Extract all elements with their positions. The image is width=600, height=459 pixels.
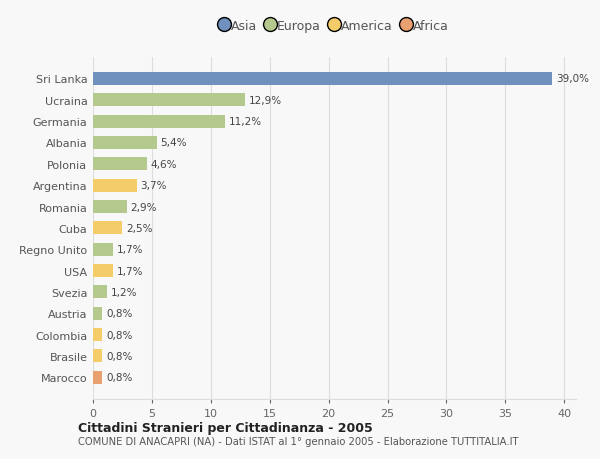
- Text: 12,9%: 12,9%: [248, 95, 281, 106]
- Bar: [93, 201, 127, 213]
- Text: 1,2%: 1,2%: [110, 287, 137, 297]
- Text: 0,8%: 0,8%: [106, 308, 133, 319]
- Text: 2,9%: 2,9%: [131, 202, 157, 212]
- Text: COMUNE DI ANACAPRI (NA) - Dati ISTAT al 1° gennaio 2005 - Elaborazione TUTTITALI: COMUNE DI ANACAPRI (NA) - Dati ISTAT al …: [78, 436, 518, 446]
- Text: 0,8%: 0,8%: [106, 351, 133, 361]
- Bar: [93, 307, 103, 320]
- Bar: [93, 94, 245, 107]
- Bar: [93, 371, 103, 384]
- Bar: [93, 116, 225, 128]
- Text: 0,8%: 0,8%: [106, 372, 133, 382]
- Text: 0,8%: 0,8%: [106, 330, 133, 340]
- Text: 1,7%: 1,7%: [116, 245, 143, 255]
- Text: 3,7%: 3,7%: [140, 181, 167, 191]
- Bar: [93, 329, 103, 341]
- Bar: [93, 158, 147, 171]
- Text: 4,6%: 4,6%: [151, 159, 177, 169]
- Bar: [93, 179, 137, 192]
- Bar: [93, 286, 107, 299]
- Legend: Asia, Europa, America, Africa: Asia, Europa, America, Africa: [217, 16, 452, 36]
- Bar: [93, 264, 113, 277]
- Text: 5,4%: 5,4%: [160, 138, 187, 148]
- Text: 11,2%: 11,2%: [229, 117, 262, 127]
- Bar: [93, 350, 103, 363]
- Bar: [93, 137, 157, 150]
- Bar: [93, 73, 553, 86]
- Text: 1,7%: 1,7%: [116, 266, 143, 276]
- Text: Cittadini Stranieri per Cittadinanza - 2005: Cittadini Stranieri per Cittadinanza - 2…: [78, 421, 373, 434]
- Bar: [93, 243, 113, 256]
- Text: 39,0%: 39,0%: [556, 74, 589, 84]
- Text: 2,5%: 2,5%: [126, 224, 152, 233]
- Bar: [93, 222, 122, 235]
